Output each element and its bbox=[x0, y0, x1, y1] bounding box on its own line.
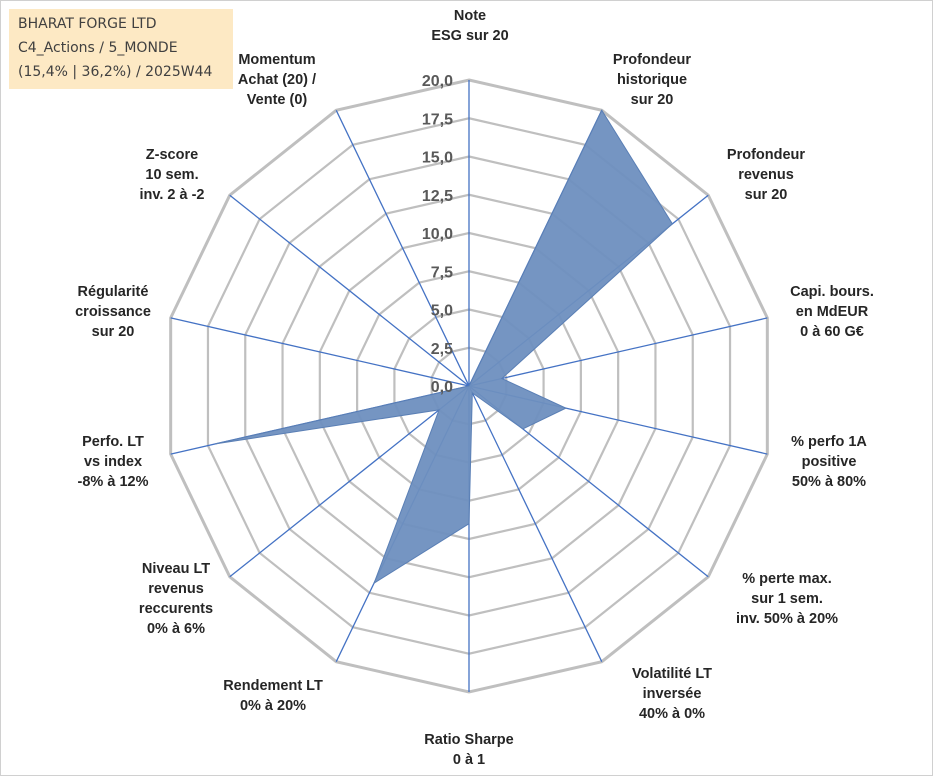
axis-spoke bbox=[229, 385, 470, 578]
title-box: BHARAT FORGE LTD C4_Actions / 5_MONDE (1… bbox=[9, 9, 233, 89]
tick-label: 20,0 bbox=[422, 73, 453, 90]
tick-label: 17,5 bbox=[422, 111, 453, 128]
axis-label: Régularité croissance sur 20 bbox=[75, 284, 151, 340]
tick-label: 5,0 bbox=[431, 303, 453, 320]
axis-label: Niveau LT revenus reccurents 0% à 6% bbox=[139, 561, 213, 637]
axis-spoke bbox=[335, 110, 470, 387]
axis-label: Perfo. LT vs index -8% à 12% bbox=[78, 434, 149, 490]
axis-spoke bbox=[170, 317, 470, 387]
axis-label: Volatilité LT inversée 40% à 0% bbox=[632, 666, 712, 722]
data-area bbox=[215, 109, 673, 585]
tick-label: 7,5 bbox=[431, 264, 453, 281]
axis-spoke bbox=[229, 194, 470, 387]
axis-label: Capi. bours. en MdEUR 0 à 60 G€ bbox=[790, 284, 874, 340]
tick-label: 15,0 bbox=[422, 150, 453, 167]
axis-spoke bbox=[468, 317, 768, 387]
tick-label: 10,0 bbox=[422, 226, 453, 243]
radial-tick-labels: 0,0 2,5 5,0 7,5 10,0 12,5 15,0 17,5 20,0 bbox=[422, 73, 453, 396]
axis-label: Note ESG sur 20 bbox=[431, 8, 508, 44]
axis-labels: Note ESG sur 20 Profondeur historique sur 20… bbox=[75, 8, 874, 768]
tick-label: 12,5 bbox=[422, 188, 453, 205]
axis-label: Profondeur historique sur 20 bbox=[613, 52, 691, 108]
axis-label: % perte max. sur 1 sem. inv. 50% à 20% bbox=[736, 571, 838, 627]
axis-label: % perfo 1A positive 50% à 80% bbox=[791, 434, 867, 490]
series-area bbox=[215, 109, 673, 585]
axis-spoke bbox=[468, 385, 603, 662]
tick-label: 0,0 bbox=[431, 379, 453, 396]
title-line-stats: (15,4% | 36,2%) / 2025W44 bbox=[18, 64, 213, 80]
axis-label: Rendement LT 0% à 20% bbox=[223, 678, 323, 714]
axis-label: Ratio Sharpe 0 à 1 bbox=[424, 732, 513, 768]
axis-label: Profondeur revenus sur 20 bbox=[727, 147, 805, 203]
axis-label: Momentum Achat (20) / Vente (0) bbox=[238, 52, 316, 108]
axis-label: Z-score 10 sem. inv. 2 à -2 bbox=[139, 147, 204, 203]
tick-label: 2,5 bbox=[431, 341, 453, 358]
title-line-category: C4_Actions / 5_MONDE bbox=[18, 40, 178, 56]
title-line-company: BHARAT FORGE LTD bbox=[18, 16, 157, 32]
